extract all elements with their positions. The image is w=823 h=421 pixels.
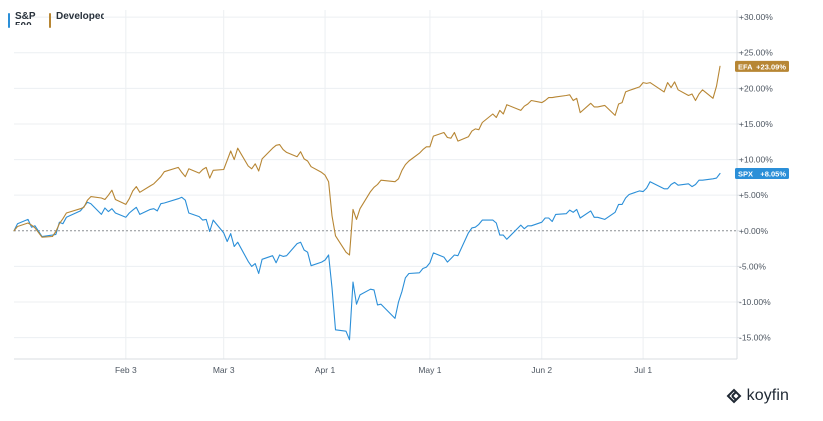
- y-tick-label: -10.00%: [739, 297, 771, 307]
- x-tick-label: Apr 1: [315, 365, 336, 375]
- spx-end-tag: SPX: [738, 169, 753, 178]
- efa-end-value: +23.09%: [756, 62, 786, 71]
- y-tick-label: -5.00%: [739, 261, 766, 271]
- efa-series-line: [13, 65, 721, 256]
- x-tick-label: Feb 3: [115, 365, 137, 375]
- legend: S&P 500 Developed: [8, 12, 104, 28]
- efa-end-badge: [735, 60, 789, 72]
- spx-end-badge: [735, 167, 789, 179]
- y-tick-label: +15.00%: [739, 119, 773, 129]
- y-tick-label: +0.00%: [739, 226, 769, 236]
- y-tick-label: +30.00%: [739, 12, 773, 22]
- y-tick-label: +25.00%: [739, 48, 773, 58]
- legend-swatch-developed: [49, 13, 51, 28]
- koyfin-logo: koyfin: [725, 387, 789, 405]
- spx-series-line: [13, 172, 721, 341]
- x-tick-label: Jun 2: [531, 365, 552, 375]
- legend-label-developed: Developed: [56, 12, 104, 22]
- y-tick-label: -15.00%: [739, 333, 771, 343]
- efa-end-tag: EFA: [738, 62, 753, 71]
- legend-swatch-spx: [8, 13, 10, 28]
- y-tick-label: +10.00%: [739, 155, 773, 165]
- x-tick-label: Jul 1: [634, 365, 652, 375]
- koyfin-logo-icon: [726, 388, 742, 404]
- y-tick-label: +5.00%: [739, 190, 769, 200]
- legend-label-spx: S&P 500: [15, 12, 36, 25]
- x-tick-label: Mar 3: [213, 365, 235, 375]
- legend-item-spx[interactable]: S&P 500: [8, 12, 39, 28]
- x-tick-label: May 1: [418, 365, 441, 375]
- legend-item-developed[interactable]: Developed: [49, 12, 104, 28]
- spx-end-value: +8.05%: [760, 169, 786, 178]
- brand-name: koyfin: [746, 387, 789, 404]
- y-tick-label: +20.00%: [739, 83, 773, 93]
